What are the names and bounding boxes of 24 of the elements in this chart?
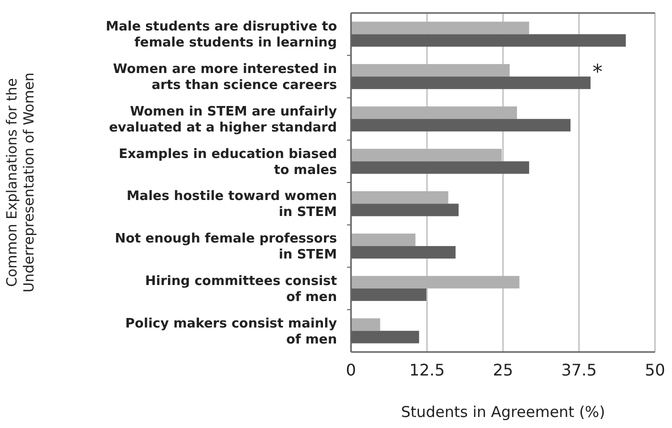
bar bbox=[351, 276, 520, 288]
annotation: * bbox=[592, 60, 603, 84]
x-axis-title: Students in Agreement (%) bbox=[400, 403, 606, 421]
bar bbox=[351, 22, 530, 34]
y-tick-label: Not enough female professors in STEM bbox=[114, 232, 338, 263]
y-tick-label: Policy makers consist mainly of men bbox=[125, 316, 338, 348]
bar bbox=[351, 191, 448, 204]
bar bbox=[351, 64, 510, 77]
x-tick-label: 0 bbox=[346, 360, 356, 380]
y-tick-label: Males hostile toward women in STEM bbox=[126, 189, 337, 220]
bar bbox=[351, 106, 517, 119]
bar bbox=[351, 318, 380, 331]
y-tick-label: Male students are disruptive to female students in learning bbox=[106, 20, 338, 51]
y-tick-label: Hiring committees consist of men bbox=[145, 274, 337, 305]
y-tick-label: Examples in education biased to males bbox=[118, 146, 338, 178]
x-tick-label: 12.5 bbox=[409, 360, 445, 380]
bar bbox=[351, 234, 416, 246]
y-tick-label: Women are more interested in arts than science careers bbox=[113, 62, 338, 94]
y-tick-label: Women in STEM are unfairly evaluated at a higher standard bbox=[108, 104, 338, 136]
y-axis-title: Common Explanations for the Underrepresentation of Women bbox=[4, 72, 38, 292]
x-tick-label: 25 bbox=[492, 360, 514, 380]
x-tick-label: 37.5 bbox=[561, 360, 597, 380]
bar bbox=[351, 148, 502, 162]
x-tick-label: 50 bbox=[644, 360, 666, 380]
